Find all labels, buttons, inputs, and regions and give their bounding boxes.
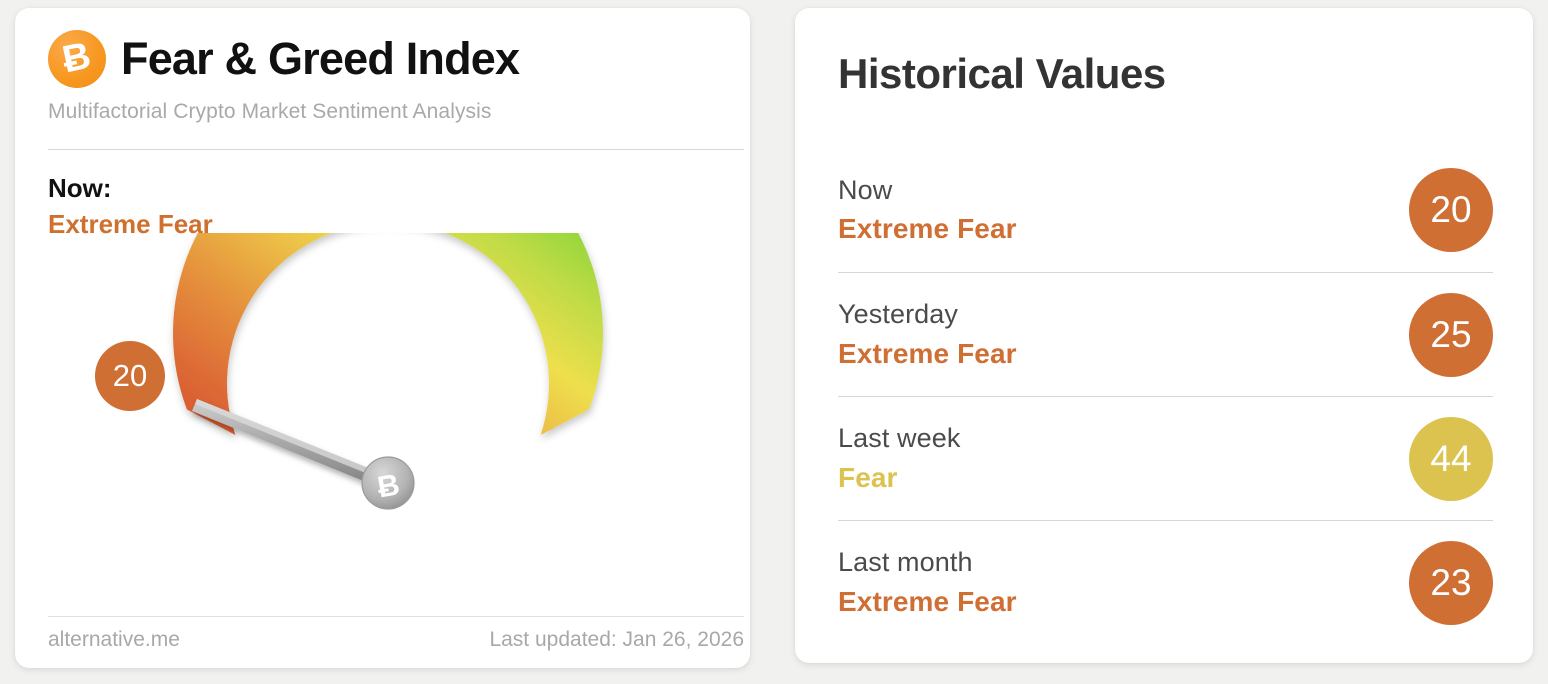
history-value-badge: 25 xyxy=(1409,292,1493,377)
title-row: Ƀ Fear & Greed Index xyxy=(48,30,744,88)
gauge-card-header: Ƀ Fear & Greed Index Multifactorial Cryp… xyxy=(48,30,744,124)
history-classification-label: Extreme Fear xyxy=(838,213,1017,245)
history-row-texts: Last week Fear xyxy=(838,418,960,498)
history-value-badge: 23 xyxy=(1409,540,1493,625)
gauge-needle xyxy=(192,399,388,491)
history-row-texts: Last month Extreme Fear xyxy=(838,542,1017,622)
header-divider xyxy=(48,149,744,150)
last-updated-label: Last updated: Jan 26, 2026 xyxy=(489,628,744,651)
history-row: Now Extreme Fear 20 xyxy=(838,148,1493,272)
history-classification-label: Fear xyxy=(838,461,898,493)
history-row-texts: Now Extreme Fear xyxy=(838,170,1017,250)
now-label: Now: xyxy=(48,173,112,203)
footer-divider xyxy=(48,616,744,617)
gauge-value-badge: 20 xyxy=(95,341,165,411)
bitcoin-glyph: Ƀ xyxy=(59,34,95,82)
history-row: Last week Fear 44 xyxy=(838,396,1493,520)
current-reading: Now: Extreme Fear xyxy=(48,172,213,243)
history-row: Last month Extreme Fear 23 xyxy=(838,520,1493,644)
gauge-hub: Ƀ xyxy=(361,456,415,510)
history-classification-label: Extreme Fear xyxy=(838,585,1017,617)
history-value-badge-text: 23 xyxy=(1430,561,1472,603)
history-value-badge: 44 xyxy=(1409,416,1493,501)
page-title: Fear & Greed Index xyxy=(121,33,520,84)
fear-greed-gauge-card: Ƀ Fear & Greed Index Multifactorial Cryp… xyxy=(15,8,750,668)
bitcoin-icon: Ƀ xyxy=(48,30,106,88)
gauge-card-footer: alternative.me Last updated: Jan 26, 202… xyxy=(48,628,744,652)
history-period-label: Now xyxy=(838,174,893,205)
history-value-badge-text: 44 xyxy=(1430,437,1472,479)
history-value-badge-text: 25 xyxy=(1430,313,1472,355)
history-period-label: Last week xyxy=(838,423,961,454)
now-classification: Extreme Fear xyxy=(48,208,213,239)
gauge-value-badge-text: 20 xyxy=(112,358,148,393)
history-period-label: Last month xyxy=(838,547,973,578)
history-row: Yesterday Extreme Fear 25 xyxy=(838,272,1493,396)
history-row-texts: Yesterday Extreme Fear xyxy=(838,294,1017,374)
source-label[interactable]: alternative.me xyxy=(48,628,180,651)
historical-values-list: Now Extreme Fear 20 Yesterday Extreme Fear 25… xyxy=(838,148,1493,644)
gauge-arc xyxy=(173,233,603,436)
page-subtitle: Multifactorial Crypto Market Sentiment A… xyxy=(48,100,492,123)
gauge-svg: Ƀ xyxy=(173,233,603,510)
history-value-badge-text: 20 xyxy=(1430,189,1472,230)
historical-values-title: Historical Values xyxy=(838,50,1166,97)
history-period-label: Yesterday xyxy=(838,299,958,330)
gauge-chart: Ƀ xyxy=(75,233,695,603)
history-classification-label: Extreme Fear xyxy=(838,337,1017,369)
history-value-badge: 20 xyxy=(1409,168,1493,252)
